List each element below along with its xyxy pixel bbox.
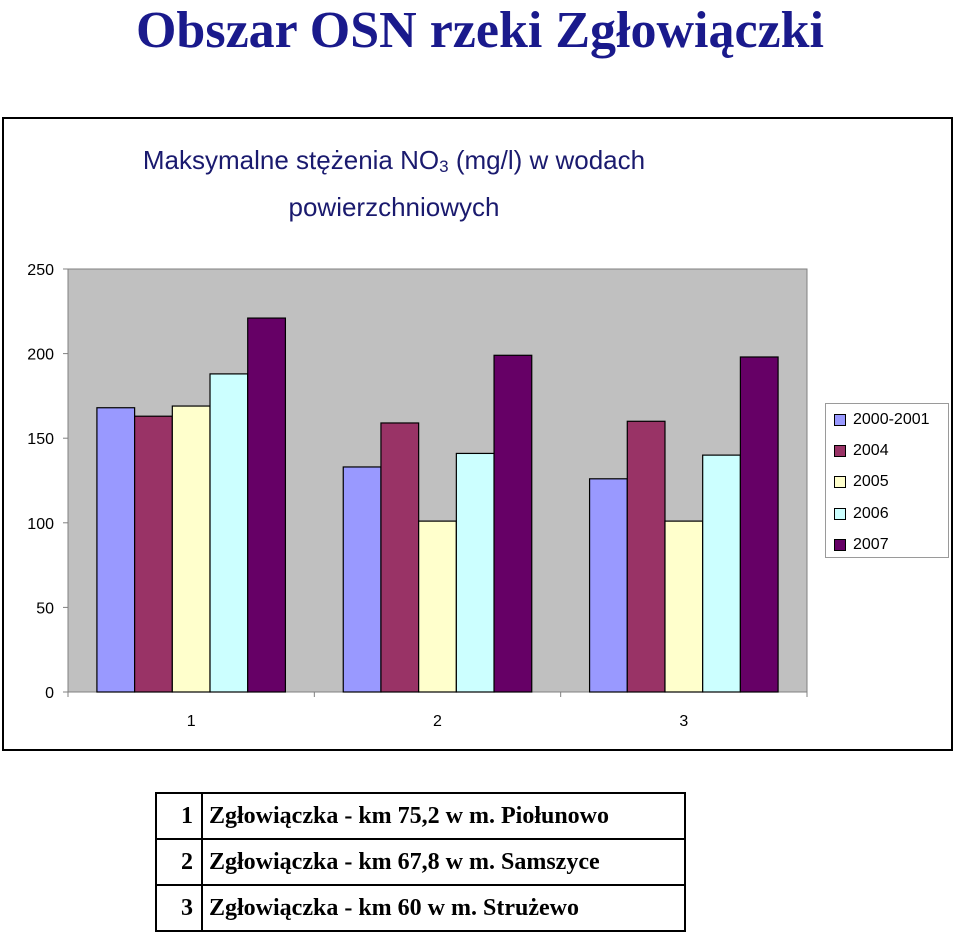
chart-title-line2: powierzchniowych bbox=[288, 192, 500, 222]
y-tick-label: 100 bbox=[27, 516, 54, 533]
legend-swatch bbox=[834, 414, 846, 426]
bar bbox=[702, 454, 741, 693]
chart-title-part: Maksymalne stężenia NO bbox=[142, 145, 440, 175]
chart-title: Maksymalne stężenia NO3 (mg/l) w wodach … bbox=[94, 140, 694, 227]
legend-label: 2007 bbox=[853, 535, 889, 553]
y-tick-label: 200 bbox=[27, 347, 54, 364]
bar bbox=[493, 354, 533, 693]
row-number: 3 bbox=[155, 884, 203, 932]
legend-swatch bbox=[834, 538, 846, 551]
x-tick-label: 1 bbox=[187, 713, 196, 730]
location-table: 1 Zgłowiączka - km 75,2 w m. Piołunowo 2… bbox=[155, 792, 686, 932]
bar bbox=[342, 466, 382, 693]
bar bbox=[626, 420, 666, 693]
slide-title: Obszar OSN rzeki Zgłowiączki bbox=[135, 2, 824, 59]
legend-label: 2004 bbox=[853, 442, 889, 460]
row-label: Zgłowiączka - km 60 w m. Strużewo bbox=[201, 884, 686, 932]
legend-item: 2004 bbox=[834, 441, 889, 461]
legend-label: 2006 bbox=[853, 504, 889, 522]
legend-swatch bbox=[834, 445, 846, 458]
bar bbox=[380, 422, 420, 693]
bar bbox=[247, 317, 287, 693]
y-tick-label: 0 bbox=[45, 685, 54, 702]
legend-label: 2000-2001 bbox=[853, 411, 930, 428]
table-row: 2 Zgłowiączka - km 67,8 w m. Samszyce bbox=[155, 838, 686, 886]
bar bbox=[418, 520, 457, 693]
chart-title-subscript: 3 bbox=[439, 157, 449, 176]
row-number: 1 bbox=[155, 792, 203, 840]
legend-swatch bbox=[834, 507, 846, 520]
y-tick-label: 250 bbox=[27, 262, 54, 279]
x-tick-label: 2 bbox=[433, 713, 442, 730]
bar bbox=[739, 356, 779, 693]
bar bbox=[209, 373, 249, 693]
bar bbox=[96, 407, 136, 693]
bar bbox=[134, 415, 173, 693]
chart-legend: 2000-2001 2004 2005 2006 2007 bbox=[825, 403, 949, 558]
table-row: 1 Zgłowiączka - km 75,2 w m. Piołunowo bbox=[155, 792, 686, 840]
y-tick-label: 150 bbox=[27, 431, 54, 448]
legend-item: 2000-2001 bbox=[834, 410, 930, 430]
legend-label: 2005 bbox=[853, 473, 889, 491]
y-tick-label: 50 bbox=[36, 600, 54, 617]
bar bbox=[455, 452, 495, 693]
legend-swatch bbox=[834, 476, 846, 489]
row-number: 2 bbox=[155, 838, 203, 886]
bar bbox=[171, 405, 211, 693]
table-row: 3 Zgłowiączka - km 60 w m. Strużewo bbox=[155, 884, 686, 932]
bar bbox=[664, 520, 704, 693]
bar bbox=[588, 478, 628, 693]
x-tick-label: 3 bbox=[679, 713, 688, 730]
legend-item: 2007 bbox=[834, 535, 889, 555]
legend-item: 2005 bbox=[834, 472, 889, 492]
legend-item: 2006 bbox=[834, 504, 889, 524]
chart-title-part: (mg/l) w wodach bbox=[448, 145, 646, 175]
row-label: Zgłowiączka - km 67,8 w m. Samszyce bbox=[201, 838, 686, 886]
row-label: Zgłowiączka - km 75,2 w m. Piołunowo bbox=[201, 792, 686, 840]
